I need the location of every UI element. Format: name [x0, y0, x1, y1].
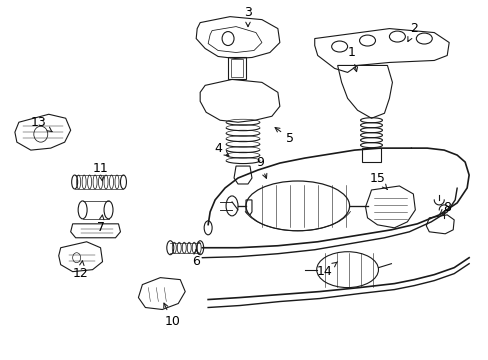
Text: 2: 2: [407, 22, 417, 41]
Text: 4: 4: [214, 141, 228, 156]
Text: 11: 11: [93, 162, 108, 181]
Text: 12: 12: [73, 261, 88, 280]
Text: 6: 6: [192, 249, 200, 268]
Text: 13: 13: [31, 116, 52, 132]
Text: 15: 15: [369, 171, 386, 189]
Text: 1: 1: [347, 46, 357, 72]
Text: 7: 7: [96, 215, 104, 234]
Bar: [227, 58, 245, 80]
Text: 10: 10: [163, 303, 180, 328]
Text: 14: 14: [316, 262, 337, 278]
Text: 9: 9: [256, 156, 266, 178]
Bar: [230, 59, 243, 77]
Text: 3: 3: [244, 6, 251, 27]
Text: 5: 5: [275, 127, 293, 145]
Bar: [361, 148, 381, 162]
Text: 8: 8: [439, 201, 450, 215]
